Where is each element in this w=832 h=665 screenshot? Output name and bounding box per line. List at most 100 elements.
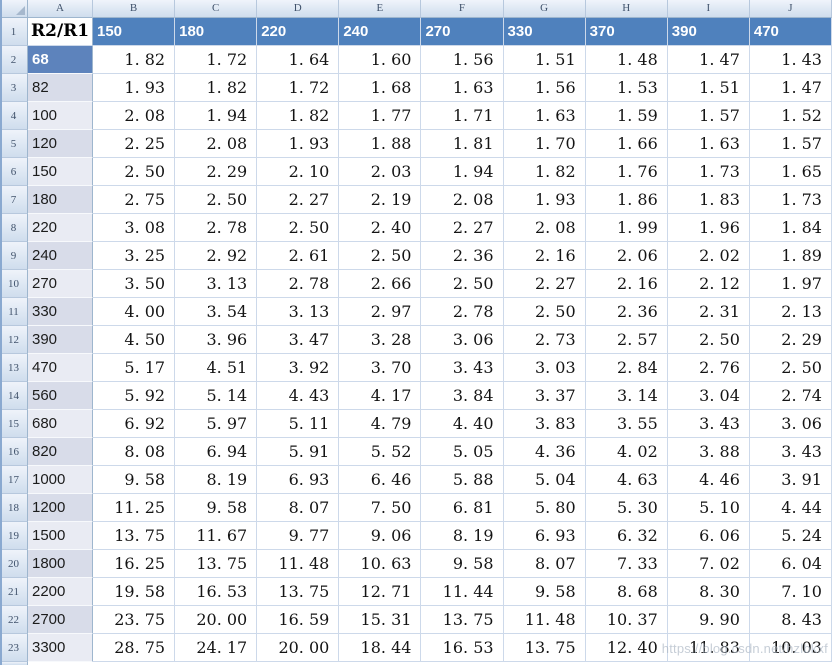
cell-A1[interactable]: R2/R1 <box>28 18 93 46</box>
cell-A21[interactable]: 2200 <box>28 578 93 606</box>
row-header-14[interactable]: 14 <box>0 382 28 410</box>
cell-C8[interactable]: 2. 78 <box>175 214 258 242</box>
cell-H16[interactable]: 4. 02 <box>585 438 668 466</box>
row-header-7[interactable]: 7 <box>0 186 28 214</box>
cell-A22[interactable]: 2700 <box>28 606 93 634</box>
cell-C1[interactable]: 180 <box>175 18 258 46</box>
cell-G23[interactable]: 13. 75 <box>503 634 586 662</box>
column-header-I[interactable]: I <box>667 0 750 18</box>
cell-I3[interactable]: 1. 51 <box>667 74 750 102</box>
cell-E6[interactable]: 2. 03 <box>339 158 422 186</box>
cell-F6[interactable]: 1. 94 <box>421 158 504 186</box>
cell-B4[interactable]: 2. 08 <box>93 102 176 130</box>
cell-G18[interactable]: 5. 80 <box>503 494 586 522</box>
cell-J15[interactable]: 3. 06 <box>749 410 832 438</box>
cell-E18[interactable]: 7. 50 <box>339 494 422 522</box>
cell-A7[interactable]: 180 <box>28 186 93 214</box>
cell-I2[interactable]: 1. 47 <box>667 46 750 74</box>
cell-H20[interactable]: 7. 33 <box>585 550 668 578</box>
cell-J11[interactable]: 2. 13 <box>749 298 832 326</box>
cell-E15[interactable]: 4. 79 <box>339 410 422 438</box>
cell-I10[interactable]: 2. 12 <box>667 270 750 298</box>
cell-C19[interactable]: 11. 67 <box>175 522 258 550</box>
cell-G20[interactable]: 8. 07 <box>503 550 586 578</box>
cell-G1[interactable]: 330 <box>503 18 586 46</box>
cell-H13[interactable]: 2. 84 <box>585 354 668 382</box>
cell-B9[interactable]: 3. 25 <box>93 242 176 270</box>
cell-H5[interactable]: 1. 66 <box>585 130 668 158</box>
cell-A8[interactable]: 220 <box>28 214 93 242</box>
cell-C21[interactable]: 16. 53 <box>175 578 258 606</box>
cell-B21[interactable]: 19. 58 <box>93 578 176 606</box>
cell-H12[interactable]: 2. 57 <box>585 326 668 354</box>
cell-D8[interactable]: 2. 50 <box>257 214 340 242</box>
cell-D17[interactable]: 6. 93 <box>257 466 340 494</box>
cell-A14[interactable]: 560 <box>28 382 93 410</box>
column-header-H[interactable]: H <box>585 0 668 18</box>
cell-J6[interactable]: 1. 65 <box>749 158 832 186</box>
cell-J1[interactable]: 470 <box>749 18 832 46</box>
cell-J4[interactable]: 1. 52 <box>749 102 832 130</box>
cell-I1[interactable]: 390 <box>667 18 750 46</box>
cell-I17[interactable]: 4. 46 <box>667 466 750 494</box>
cell-E4[interactable]: 1. 77 <box>339 102 422 130</box>
cell-H9[interactable]: 2. 06 <box>585 242 668 270</box>
cell-A23[interactable]: 3300 <box>28 634 93 662</box>
cell-J12[interactable]: 2. 29 <box>749 326 832 354</box>
cell-A16[interactable]: 820 <box>28 438 93 466</box>
cell-F17[interactable]: 5. 88 <box>421 466 504 494</box>
cell-G2[interactable]: 1. 51 <box>503 46 586 74</box>
column-header-C[interactable]: C <box>175 0 258 18</box>
cell-F4[interactable]: 1. 71 <box>421 102 504 130</box>
row-header-3[interactable]: 3 <box>0 74 28 102</box>
cell-E13[interactable]: 3. 70 <box>339 354 422 382</box>
cell-C15[interactable]: 5. 97 <box>175 410 258 438</box>
cell-I19[interactable]: 6. 06 <box>667 522 750 550</box>
cell-F14[interactable]: 3. 84 <box>421 382 504 410</box>
cell-A19[interactable]: 1500 <box>28 522 93 550</box>
cell-A18[interactable]: 1200 <box>28 494 93 522</box>
cell-C4[interactable]: 1. 94 <box>175 102 258 130</box>
cell-B17[interactable]: 9. 58 <box>93 466 176 494</box>
cell-D6[interactable]: 2. 10 <box>257 158 340 186</box>
cell-J16[interactable]: 3. 43 <box>749 438 832 466</box>
cell-B11[interactable]: 4. 00 <box>93 298 176 326</box>
row-header-9[interactable]: 9 <box>0 242 28 270</box>
row-header-22[interactable]: 22 <box>0 606 28 634</box>
cell-J21[interactable]: 7. 10 <box>749 578 832 606</box>
cell-J5[interactable]: 1. 57 <box>749 130 832 158</box>
cell-C16[interactable]: 6. 94 <box>175 438 258 466</box>
cell-F21[interactable]: 11. 44 <box>421 578 504 606</box>
cell-H2[interactable]: 1. 48 <box>585 46 668 74</box>
cell-J3[interactable]: 1. 47 <box>749 74 832 102</box>
cell-H19[interactable]: 6. 32 <box>585 522 668 550</box>
cell-B18[interactable]: 11. 25 <box>93 494 176 522</box>
cell-A20[interactable]: 1800 <box>28 550 93 578</box>
cell-D5[interactable]: 1. 93 <box>257 130 340 158</box>
cell-A15[interactable]: 680 <box>28 410 93 438</box>
row-header-5[interactable]: 5 <box>0 130 28 158</box>
row-header-8[interactable]: 8 <box>0 214 28 242</box>
cell-C10[interactable]: 3. 13 <box>175 270 258 298</box>
cell-I7[interactable]: 1. 83 <box>667 186 750 214</box>
column-header-F[interactable]: F <box>421 0 504 18</box>
cell-H3[interactable]: 1. 53 <box>585 74 668 102</box>
cell-H15[interactable]: 3. 55 <box>585 410 668 438</box>
cell-F8[interactable]: 2. 27 <box>421 214 504 242</box>
row-header-10[interactable]: 10 <box>0 270 28 298</box>
cell-G14[interactable]: 3. 37 <box>503 382 586 410</box>
row-header-11[interactable]: 11 <box>0 298 28 326</box>
cell-D13[interactable]: 3. 92 <box>257 354 340 382</box>
cell-F11[interactable]: 2. 78 <box>421 298 504 326</box>
cell-E14[interactable]: 4. 17 <box>339 382 422 410</box>
cell-D1[interactable]: 220 <box>257 18 340 46</box>
cell-D9[interactable]: 2. 61 <box>257 242 340 270</box>
cell-J14[interactable]: 2. 74 <box>749 382 832 410</box>
row-header-16[interactable]: 16 <box>0 438 28 466</box>
cell-D18[interactable]: 8. 07 <box>257 494 340 522</box>
cell-C18[interactable]: 9. 58 <box>175 494 258 522</box>
cell-F12[interactable]: 3. 06 <box>421 326 504 354</box>
cell-D21[interactable]: 13. 75 <box>257 578 340 606</box>
cell-F18[interactable]: 6. 81 <box>421 494 504 522</box>
cell-G4[interactable]: 1. 63 <box>503 102 586 130</box>
